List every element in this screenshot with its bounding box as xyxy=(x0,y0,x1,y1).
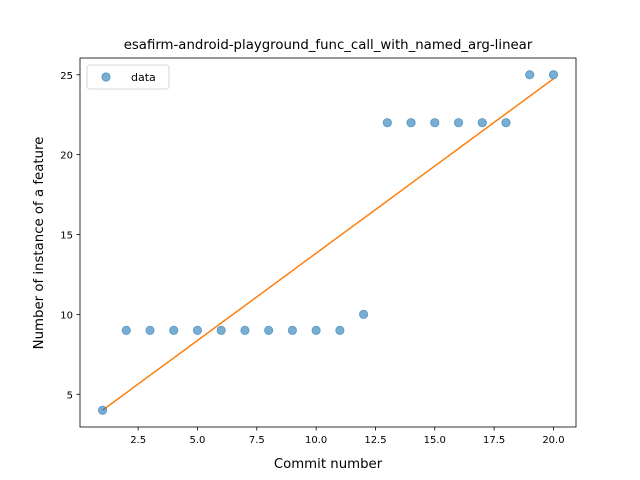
legend: data xyxy=(86,64,170,90)
y-tick-label: 10 xyxy=(60,310,73,321)
y-axis: 5 10 15 20 25 xyxy=(60,71,80,401)
y-tick-label: 25 xyxy=(60,71,73,82)
legend-label: data xyxy=(131,71,156,84)
data-point xyxy=(430,118,440,128)
data-point xyxy=(216,325,226,335)
plot-frame xyxy=(79,57,577,428)
x-tick-label: 5.0 xyxy=(190,435,206,446)
fit-line xyxy=(102,78,554,411)
data-point xyxy=(145,325,155,335)
legend-marker xyxy=(101,72,111,82)
x-tick-label: 17.5 xyxy=(483,435,505,446)
y-axis-label: Number of instance of a feature xyxy=(32,137,47,350)
data-point xyxy=(264,325,274,335)
x-axis: 2.5 5.0 7.5 10.0 12.5 15.0 17.5 20.0 xyxy=(130,427,565,446)
chart-title: esafirm-android-playground_func_call_wit… xyxy=(124,38,533,53)
y-tick-label: 15 xyxy=(60,231,73,242)
y-tick-label: 5 xyxy=(67,390,73,401)
data-point xyxy=(335,325,345,335)
fit-line-series xyxy=(102,78,554,411)
data-point xyxy=(240,325,250,335)
data-point xyxy=(97,405,108,415)
plot-area xyxy=(79,57,577,428)
x-tick-label: 2.5 xyxy=(130,435,146,446)
data-point xyxy=(382,118,392,128)
y-tick-label: 20 xyxy=(60,151,73,162)
x-axis-label: Commit number xyxy=(274,457,383,472)
x-tick-label: 12.5 xyxy=(364,435,386,446)
data-point xyxy=(525,70,535,80)
data-point xyxy=(548,70,559,80)
data-point xyxy=(311,325,321,335)
data-point xyxy=(406,118,416,128)
legend-box xyxy=(86,64,170,90)
data-series xyxy=(97,70,559,415)
data-point xyxy=(169,325,179,335)
x-tick-label: 7.5 xyxy=(249,435,265,446)
x-tick-label: 20.0 xyxy=(542,435,564,446)
data-point xyxy=(501,118,511,128)
data-point xyxy=(453,118,464,128)
data-point xyxy=(358,309,369,319)
data-point xyxy=(121,325,131,335)
data-point xyxy=(477,118,487,128)
data-point xyxy=(287,325,297,335)
x-tick-label: 10.0 xyxy=(305,435,327,446)
x-tick-label: 15.0 xyxy=(424,435,446,446)
data-point xyxy=(192,325,203,335)
